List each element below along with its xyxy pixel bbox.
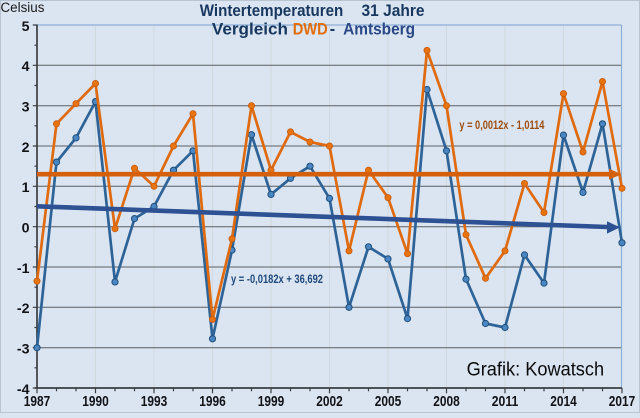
svg-text:1987: 1987 (24, 394, 51, 410)
svg-text:31 Jahre: 31 Jahre (362, 2, 425, 20)
svg-text:Celsius: Celsius (1, 0, 45, 15)
svg-text:2014: 2014 (550, 394, 577, 410)
svg-text:y = -0,0182x + 36,692: y = -0,0182x + 36,692 (231, 274, 323, 286)
svg-text:1996: 1996 (199, 394, 226, 410)
svg-text:4: 4 (22, 59, 30, 75)
svg-text:2002: 2002 (316, 394, 343, 410)
svg-text:DWD: DWD (293, 21, 328, 39)
svg-text:2017: 2017 (609, 394, 636, 410)
svg-text:5: 5 (22, 19, 30, 35)
svg-text:1: 1 (22, 180, 30, 196)
svg-text:0: 0 (22, 221, 30, 237)
svg-text:Wintertemperaturen: Wintertemperaturen (200, 2, 343, 20)
svg-text:Vergleich: Vergleich (212, 21, 288, 39)
svg-text:-4: -4 (17, 382, 30, 398)
svg-text:1990: 1990 (82, 394, 109, 410)
svg-text:2008: 2008 (433, 394, 460, 410)
svg-text:-3: -3 (17, 342, 30, 358)
svg-text:-1: -1 (17, 261, 30, 277)
svg-text:2005: 2005 (375, 394, 402, 410)
svg-text:1999: 1999 (258, 394, 285, 410)
svg-text:2: 2 (22, 140, 30, 156)
svg-text:1993: 1993 (141, 394, 168, 410)
svg-text:Amtsberg: Amtsberg (343, 21, 415, 39)
svg-text:y = 0,0012x - 1,0114: y = 0,0012x - 1,0114 (459, 120, 544, 132)
svg-text:-2: -2 (17, 301, 30, 317)
svg-text:-: - (330, 21, 335, 39)
svg-text:2011: 2011 (492, 394, 519, 410)
svg-text:Grafik: Kowatsch: Grafik: Kowatsch (467, 359, 604, 380)
svg-text:3: 3 (22, 100, 30, 116)
